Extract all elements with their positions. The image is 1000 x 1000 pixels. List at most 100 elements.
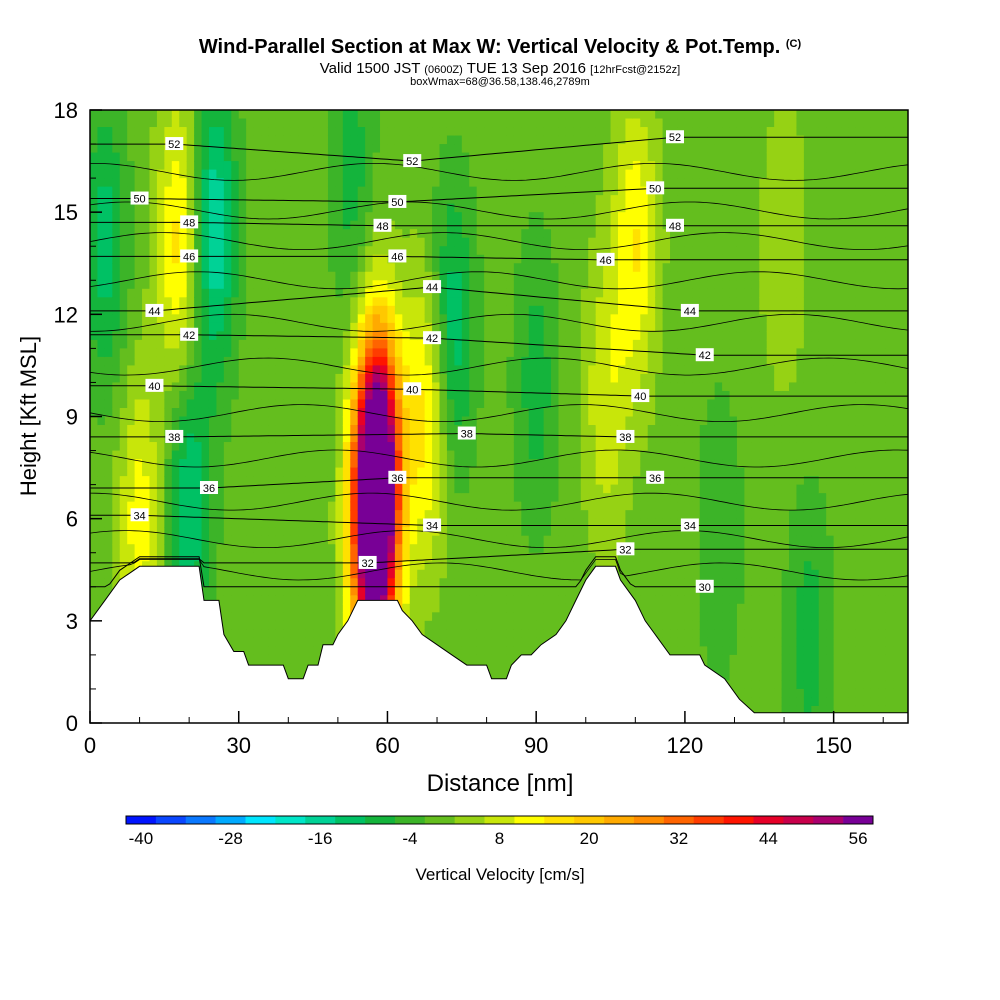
velocity-cell <box>208 535 218 545</box>
velocity-cell <box>208 161 218 171</box>
velocity-cell <box>342 612 351 622</box>
velocity-cell <box>580 382 589 392</box>
velocity-cell <box>238 339 247 349</box>
velocity-cell <box>387 595 396 605</box>
velocity-cell <box>454 527 463 537</box>
velocity-cell <box>171 442 180 452</box>
velocity-cell <box>565 280 574 290</box>
velocity-cell <box>424 348 433 358</box>
velocity-cell <box>543 229 552 239</box>
velocity-cell <box>402 373 411 384</box>
velocity-cell <box>112 442 121 452</box>
velocity-cell <box>417 314 426 324</box>
velocity-cell <box>208 501 218 511</box>
velocity-cell <box>380 237 389 247</box>
velocity-cell <box>231 280 240 290</box>
velocity-cell <box>454 220 463 230</box>
velocity-cell <box>186 229 195 239</box>
velocity-cell <box>461 195 470 205</box>
velocity-cell <box>335 390 344 401</box>
velocity-cell <box>365 135 374 145</box>
velocity-cell <box>558 297 567 307</box>
velocity-cell <box>171 288 180 298</box>
velocity-cell <box>476 476 485 486</box>
velocity-cell <box>439 178 448 188</box>
velocity-cell <box>186 399 195 409</box>
velocity-cell <box>156 467 165 477</box>
chart-title: Wind-Parallel Section at Max W: Vertical… <box>0 36 1000 59</box>
velocity-cell <box>327 510 336 520</box>
velocity-cell <box>350 305 359 315</box>
velocity-cell <box>298 484 307 494</box>
velocity-cell <box>476 161 485 171</box>
velocity-cell <box>335 280 344 290</box>
velocity-cell <box>313 535 322 545</box>
velocity-cell <box>223 254 232 264</box>
velocity-cell <box>90 510 99 520</box>
velocity-cell <box>513 178 522 188</box>
velocity-cell <box>543 263 552 273</box>
velocity-cell <box>320 501 329 511</box>
velocity-cell <box>298 425 307 435</box>
velocity-cell <box>335 246 344 256</box>
velocity-cell <box>119 365 128 375</box>
velocity-cell <box>253 484 262 494</box>
velocity-cell <box>320 161 329 171</box>
velocity-cell <box>446 535 455 545</box>
velocity-cell <box>476 629 485 639</box>
velocity-cell <box>104 518 113 528</box>
velocity-cell <box>476 637 485 647</box>
velocity-cell <box>216 220 225 230</box>
velocity-cell <box>238 280 247 290</box>
velocity-cell <box>350 254 359 264</box>
velocity-cell <box>372 237 381 247</box>
velocity-cell <box>491 629 500 639</box>
velocity-cell <box>528 186 537 196</box>
velocity-cell <box>521 220 530 230</box>
velocity-cell <box>342 186 351 196</box>
velocity-cell <box>439 561 448 571</box>
velocity-cell <box>409 254 418 264</box>
velocity-cell <box>112 237 121 247</box>
velocity-cell <box>283 161 292 171</box>
velocity-cell <box>335 442 344 452</box>
velocity-cell <box>357 161 366 171</box>
velocity-cell <box>261 220 270 230</box>
velocity-cell <box>290 646 299 656</box>
velocity-cell <box>238 263 247 273</box>
velocity-cell <box>327 186 336 196</box>
velocity-cell <box>357 382 366 392</box>
velocity-cell <box>216 450 225 460</box>
velocity-cell <box>476 237 485 247</box>
velocity-cell <box>246 373 255 384</box>
velocity-cell <box>432 118 441 128</box>
velocity-cell <box>491 152 500 162</box>
velocity-cell <box>580 314 589 324</box>
velocity-cell <box>327 152 336 162</box>
velocity-cell <box>558 459 567 469</box>
velocity-cell <box>454 450 463 460</box>
velocity-cell <box>283 152 292 162</box>
velocity-cell <box>528 450 537 460</box>
velocity-cell <box>223 348 232 358</box>
velocity-cell <box>491 552 500 562</box>
velocity-cell <box>335 331 344 341</box>
velocity-cell <box>253 314 262 324</box>
velocity-cell <box>528 476 537 486</box>
velocity-cell <box>261 373 270 384</box>
velocity-cell <box>134 416 143 426</box>
velocity-cell <box>469 186 478 196</box>
velocity-cell <box>305 246 314 256</box>
velocity-cell <box>484 322 493 332</box>
velocity-cell <box>97 390 106 401</box>
velocity-cell <box>171 356 180 367</box>
velocity-cell <box>268 612 277 622</box>
velocity-cell <box>446 212 455 222</box>
velocity-cell <box>357 305 366 315</box>
velocity-cell <box>558 373 567 384</box>
velocity-cell <box>446 348 455 358</box>
velocity-cell <box>409 297 418 307</box>
velocity-cell <box>223 544 232 554</box>
velocity-cell <box>313 254 322 264</box>
velocity-cell <box>543 476 552 486</box>
